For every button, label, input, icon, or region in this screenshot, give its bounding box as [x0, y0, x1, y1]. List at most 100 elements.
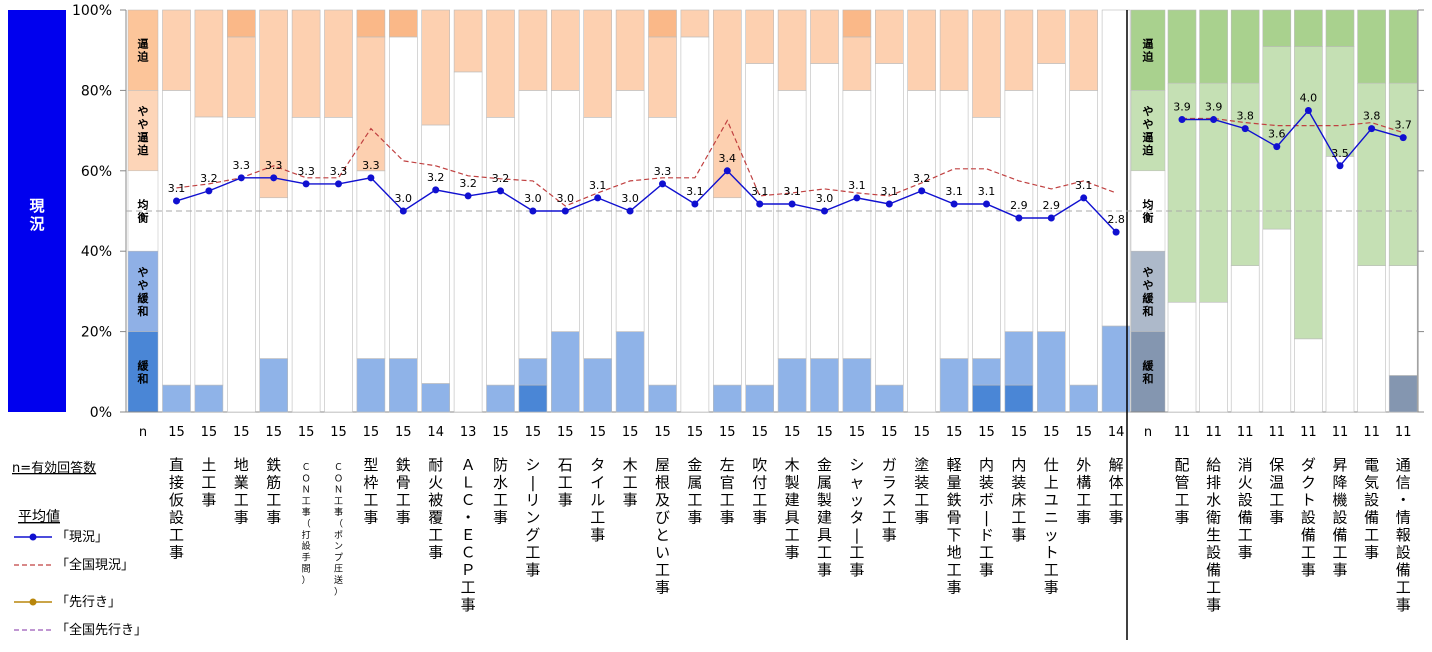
side-banner — [8, 10, 66, 412]
category-label: 内装ボ|ド工事 — [979, 456, 994, 579]
category-label: 塗装工事 — [914, 456, 929, 527]
bar-segment — [972, 358, 1001, 386]
n-value: 14 — [427, 425, 444, 440]
left-zone-3 — [127, 250, 159, 332]
bar-segment — [518, 9, 548, 91]
data-label: 3.0 — [816, 192, 834, 205]
bar-segment — [1325, 46, 1355, 157]
n-value: 15 — [589, 425, 606, 440]
data-label: 3.3 — [330, 165, 348, 178]
bar-segment — [324, 9, 353, 118]
current-point — [367, 174, 375, 182]
bar-segment — [1325, 156, 1355, 413]
data-label: 3.3 — [362, 159, 380, 172]
bar-segment — [745, 9, 775, 64]
category-label: 昇降機設備工事 — [1332, 456, 1347, 579]
bar-segment — [421, 9, 451, 126]
bar-segment — [1357, 9, 1386, 84]
data-label: 3.1 — [1075, 179, 1093, 192]
n-value: 15 — [298, 425, 315, 440]
current-point — [1273, 143, 1281, 151]
category-label: 吹付工事 — [752, 456, 767, 527]
bar-segment — [972, 9, 1001, 118]
bar-segment — [972, 384, 1001, 413]
bar-segment — [1262, 46, 1292, 230]
bar-segment — [1388, 375, 1418, 413]
n-value: 15 — [816, 425, 833, 440]
bar-segment — [194, 384, 224, 413]
category-label: 木製建具工事 — [785, 456, 800, 562]
category-label: 仕上ユニット工事 — [1044, 456, 1059, 597]
data-label: 3.2 — [913, 172, 931, 185]
bar-segment — [162, 9, 191, 91]
bar-segment — [680, 36, 710, 413]
bar-segment — [550, 9, 580, 91]
category-label: 耐火被覆工事 — [428, 456, 443, 562]
n-value: 15 — [1043, 425, 1060, 440]
bar-segment — [874, 384, 904, 413]
data-label: 3.1 — [783, 185, 801, 198]
y-tick-label: 40% — [81, 244, 112, 260]
equip-zone-label: 均衡 — [1143, 198, 1154, 225]
n-value: 11 — [1237, 425, 1254, 440]
current-point — [173, 197, 180, 205]
current-point — [1015, 214, 1023, 222]
bar-segment — [1167, 9, 1197, 84]
left-zone-label: 緩和 — [138, 358, 150, 385]
bar-segment — [453, 9, 483, 73]
national-current-line — [176, 119, 1117, 207]
bar-segment — [388, 36, 418, 359]
n-value: 15 — [557, 425, 574, 440]
category-label: 石工事 — [558, 456, 573, 509]
n-value: 15 — [881, 425, 898, 440]
category-label: 土工事 — [201, 456, 216, 509]
data-label: 3.3 — [265, 159, 283, 172]
bar-segment — [1325, 9, 1355, 47]
category-label: 木工事 — [623, 456, 638, 509]
data-label: 3.2 — [427, 171, 445, 184]
category-label: 金属製建具工事 — [817, 456, 832, 579]
category-label: 消火設備工事 — [1238, 456, 1253, 562]
n-value: 15 — [168, 425, 185, 440]
bar-segment — [356, 36, 386, 172]
n-value: 15 — [233, 425, 250, 440]
category-label: 左官工事 — [720, 456, 735, 527]
n-value: 15 — [330, 425, 347, 440]
n-value: 15 — [687, 425, 704, 440]
n-value: 15 — [265, 425, 282, 440]
bar-segment — [648, 36, 677, 118]
bar-segment — [1357, 265, 1386, 413]
bar-segment — [1069, 9, 1098, 91]
category-label: ダクト設備工事 — [1301, 456, 1316, 579]
legend-item: 「全国現況」 — [56, 557, 134, 573]
bar-segment — [1199, 9, 1228, 84]
bar-segment — [356, 9, 386, 38]
current-point — [1178, 116, 1186, 124]
bar-segment — [939, 9, 969, 91]
data-label: 3.8 — [1363, 110, 1381, 123]
bar-segment — [291, 117, 321, 413]
current-point — [237, 174, 245, 182]
data-label: 3.5 — [1331, 147, 1349, 160]
current-point — [885, 200, 893, 208]
bar-segment — [162, 384, 191, 413]
equip-zone-label: やや緩和 — [1143, 266, 1155, 318]
category-label: 電気設備工事 — [1364, 456, 1379, 562]
bar-segment — [1037, 9, 1066, 64]
data-label: 2.9 — [1043, 199, 1061, 212]
data-label: 3.3 — [297, 165, 315, 178]
equip-zone-3 — [1130, 250, 1166, 332]
current-point — [1304, 107, 1312, 114]
n-value: 15 — [492, 425, 509, 440]
bar-segment — [1004, 331, 1034, 386]
n-value: 15 — [525, 425, 542, 440]
data-label: 3.2 — [459, 177, 477, 190]
bar-segment — [259, 358, 289, 413]
equip-zone-1 — [1130, 90, 1166, 172]
current-point — [1368, 125, 1376, 133]
bar-segment — [777, 9, 807, 91]
data-label: 3.6 — [1268, 128, 1286, 141]
y-tick-label: 20% — [81, 325, 112, 341]
data-label: 3.1 — [945, 185, 963, 198]
